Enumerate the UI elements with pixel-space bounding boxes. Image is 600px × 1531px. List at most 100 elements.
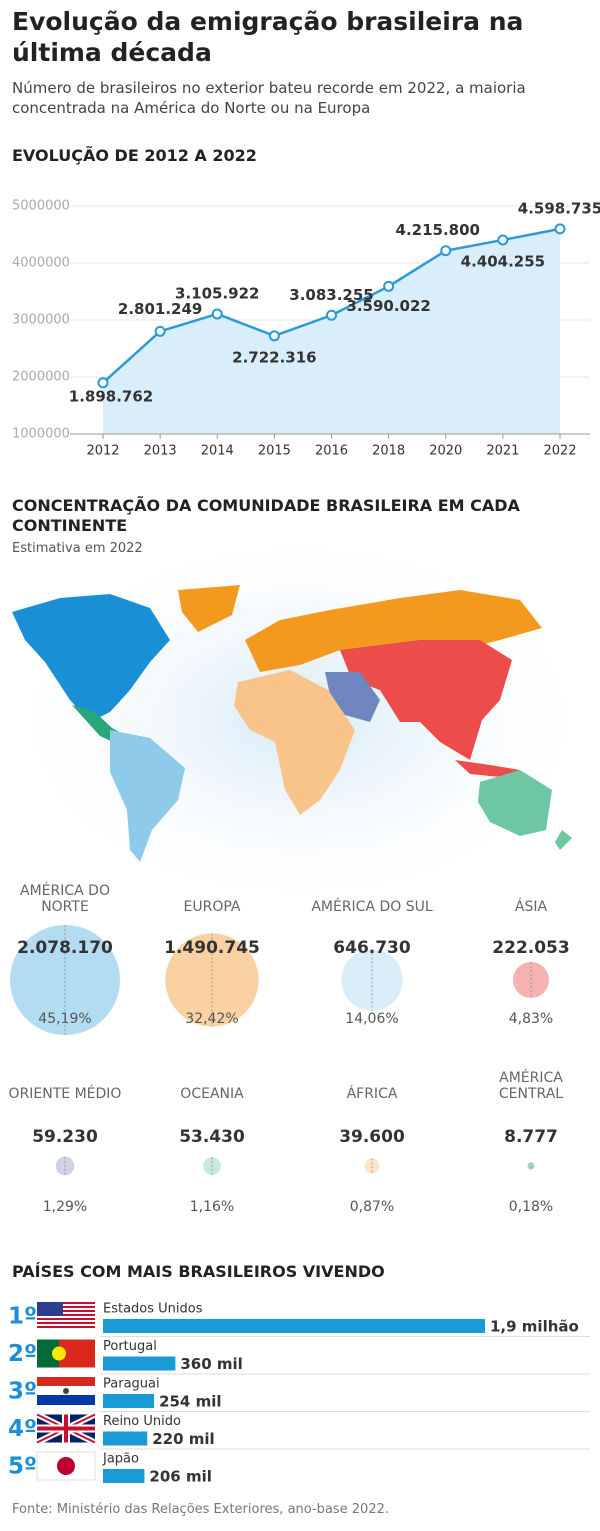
- y-tick-label: 1000000: [12, 427, 70, 442]
- flag: [37, 1377, 95, 1405]
- y-tick-label: 5000000: [12, 199, 70, 214]
- country-label: Estados Unidos: [103, 1302, 203, 1317]
- point: [440, 245, 452, 257]
- section-subtitle: Estimativa em 2022: [12, 541, 143, 556]
- bubble: [341, 949, 403, 1011]
- value-label: 220 mil: [152, 1430, 214, 1448]
- y-tick-label: 3000000: [12, 313, 70, 328]
- value-label: 2.722.316: [232, 348, 316, 366]
- flag-stripe: [37, 1310, 95, 1312]
- value-label: 222.053: [492, 938, 569, 958]
- rank: 2º: [8, 1341, 37, 1367]
- flag-stripe: [37, 1326, 95, 1328]
- x-tick-label: 2012: [86, 444, 119, 459]
- rank: 4º: [8, 1416, 37, 1442]
- share-label: 4,83%: [509, 1011, 553, 1027]
- value-label: 3.590.022: [346, 297, 430, 315]
- title: Evolução da emigração brasileira na últi…: [12, 7, 524, 67]
- value-label: 646.730: [333, 938, 411, 958]
- area-fill: [103, 228, 560, 434]
- value-label: 1.490.745: [164, 938, 260, 958]
- country-label: Japão: [102, 1452, 139, 1467]
- continent-label: AMÉRICA CENTRAL: [498, 1070, 564, 1102]
- x-tick-label: 2020: [429, 444, 462, 459]
- y-tick-label: 2000000: [12, 370, 70, 385]
- rank: 3º: [8, 1379, 37, 1405]
- continent-label: ÁSIA: [514, 899, 548, 915]
- flag: [37, 1339, 95, 1368]
- flag-stripe: [37, 1302, 95, 1304]
- value-label: 59.230: [32, 1127, 98, 1147]
- x-tick-label: 2016: [315, 444, 348, 459]
- x-tick-label: 2021: [486, 444, 519, 459]
- rank: 5º: [8, 1454, 37, 1480]
- share-label: 0,87%: [350, 1199, 394, 1215]
- flag-part: [37, 1377, 95, 1386]
- value-label: 2.078.170: [17, 938, 113, 958]
- bar: [103, 1469, 145, 1483]
- x-tick-label: 2014: [201, 444, 234, 459]
- continent-label: ORIENTE MÉDIO: [8, 1086, 122, 1102]
- continent-label: OCEANIA: [180, 1086, 244, 1102]
- world-map: [0, 520, 600, 920]
- flag-stripe: [37, 1314, 95, 1316]
- point: [326, 309, 337, 321]
- y-tick-label: 4000000: [12, 256, 70, 271]
- share-label: 0,18%: [509, 1199, 553, 1215]
- value-label: 1,9 milhão: [490, 1318, 579, 1336]
- source: Fonte: Ministério das Relações Exteriore…: [12, 1502, 389, 1517]
- flag-stripe: [37, 1318, 95, 1320]
- bubble: [10, 925, 120, 1035]
- share-label: 45,19%: [38, 1011, 91, 1027]
- bar: [103, 1394, 155, 1408]
- value-label: 3.083.255: [289, 286, 373, 304]
- value-label: 2.801.249: [118, 300, 202, 318]
- flag-part: [37, 1395, 95, 1405]
- bar: [103, 1356, 176, 1371]
- flag-part: [37, 1339, 59, 1368]
- flag-stripe: [37, 1322, 95, 1324]
- x-tick-label: 2018: [372, 444, 405, 459]
- share-label: 1,29%: [43, 1199, 87, 1215]
- continent-label: EUROPA: [183, 899, 241, 915]
- rank: 1º: [8, 1304, 37, 1330]
- section-title: CONCENTRAÇÃO DA COMUNIDADE BRASILEIRA EM…: [12, 496, 520, 535]
- point: [154, 325, 166, 337]
- point: [554, 223, 566, 235]
- section-title: EVOLUÇÃO DE 2012 A 2022: [12, 146, 257, 165]
- value-label: 8.777: [504, 1127, 558, 1147]
- share-label: 14,06%: [345, 1011, 398, 1027]
- value-label: 39.600: [339, 1127, 405, 1147]
- bubble: [527, 1162, 535, 1170]
- value-label: 254 mil: [159, 1393, 221, 1411]
- share-label: 32,42%: [185, 1011, 238, 1027]
- point: [211, 308, 223, 320]
- continent-label: AMÉRICA DO NORTE: [20, 883, 110, 915]
- flag: [35, 1411, 97, 1446]
- x-tick-label: 2022: [543, 444, 576, 459]
- x-tick-label: 2015: [258, 444, 291, 459]
- point: [97, 377, 109, 389]
- flag-part: [52, 1346, 66, 1361]
- country-label: Reino Unido: [103, 1414, 181, 1429]
- continent-label: AMÉRICA DO SUL: [311, 899, 433, 915]
- section-title: PAÍSES COM MAIS BRASILEIROS VIVENDO: [12, 1262, 385, 1281]
- value-label: 360 mil: [180, 1355, 242, 1373]
- value-label: 3.105.922: [175, 284, 259, 302]
- continent-label: ÁFRICA: [346, 1086, 398, 1102]
- flag-part: [37, 1414, 95, 1443]
- value-label: 4.404.255: [461, 252, 545, 270]
- value-label: 4.598.735: [518, 199, 600, 217]
- bubble: [165, 933, 259, 1027]
- country-label: Paraguai: [103, 1377, 160, 1392]
- value-label: 1.898.762: [69, 387, 153, 405]
- bar: [103, 1319, 485, 1333]
- x-tick-label: 2013: [144, 444, 177, 459]
- flag-canton: [37, 1302, 63, 1316]
- flag: [36, 1451, 96, 1481]
- country-label: Portugal: [103, 1339, 157, 1354]
- point: [268, 330, 280, 342]
- bar: [103, 1431, 148, 1446]
- subtitle: Número de brasileiros no exterior bateu …: [12, 79, 526, 117]
